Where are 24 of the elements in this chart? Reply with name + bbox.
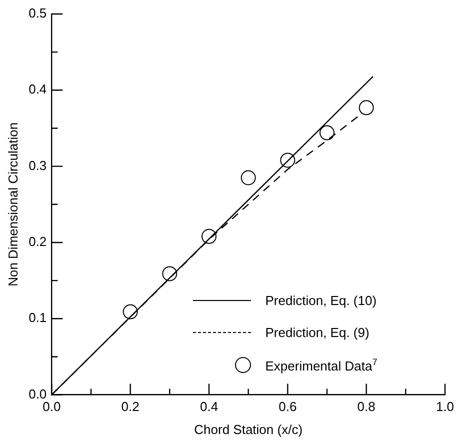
legend-label: Prediction, Eq. (9) — [265, 325, 370, 340]
x-axis-title: Chord Station (x/c) — [194, 422, 303, 437]
y-tick-label: 0.4 — [28, 82, 47, 97]
x-tick-label: 0.8 — [357, 399, 376, 414]
point — [280, 152, 296, 168]
legend-label: Experimental Data$^{7}$ — [265, 356, 378, 373]
y-tick-label: 0.5 — [28, 6, 47, 21]
y-tick-label: 0.0 — [28, 386, 47, 402]
legend-label: Prediction, Eq. (10) — [265, 293, 377, 308]
x-tick-label: 0.2 — [121, 399, 140, 414]
y-tick-label: 0.2 — [28, 234, 47, 250]
point — [358, 100, 374, 116]
point — [320, 125, 334, 140]
point — [122, 304, 138, 320]
x-tick-label: 0.4 — [200, 399, 218, 414]
y-tick-label: 0.1 — [28, 310, 47, 326]
y-tick-label: 0.3 — [28, 158, 47, 173]
y-axis-title: Non Dimensional Circulation — [5, 122, 20, 286]
x-tick-label: 0.0 — [42, 399, 61, 414]
point — [240, 170, 256, 186]
point — [202, 228, 217, 244]
point — [162, 266, 178, 282]
x-tick-label: 0.6 — [278, 399, 297, 414]
x-tick-label: 1.0 — [436, 399, 454, 414]
